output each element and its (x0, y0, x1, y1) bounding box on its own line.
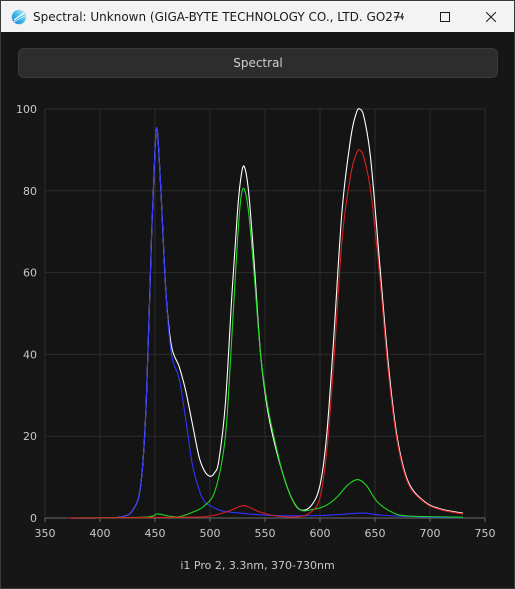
maximize-button[interactable] (422, 1, 468, 32)
y-tick-label: 0 (30, 512, 37, 525)
spectral-plot: 350 400 450 500 550 600 650 700 750 0 20 40 60 80 100 (16, 103, 496, 540)
x-tick-label: 450 (145, 527, 166, 540)
x-tick-label: 750 (475, 527, 496, 540)
green-spectrum-line (66, 187, 464, 519)
x-tick-label: 550 (255, 527, 276, 540)
minimize-icon (394, 16, 404, 17)
close-icon (486, 11, 496, 22)
y-tick-label: 40 (23, 348, 37, 361)
maximize-icon (440, 11, 450, 22)
spectral-app-icon (11, 9, 27, 24)
window-controls (376, 1, 514, 32)
y-tick-label: 80 (23, 185, 37, 198)
x-tick-label: 400 (90, 527, 111, 540)
spectral-chart: 350 400 450 500 550 600 650 700 750 0 20 40 60 80 100 (1, 32, 514, 588)
close-button[interactable] (468, 1, 514, 32)
x-tick-label: 600 (310, 527, 331, 540)
content-area: 350 400 450 500 550 600 650 700 750 0 20 40 60 80 100 … (1, 32, 514, 588)
minimize-button[interactable] (376, 1, 422, 32)
x-tick-label: 500 (200, 527, 221, 540)
window-title: Spectral: Unknown (GIGA-BYTE TECHNOLOGY … (33, 9, 403, 24)
y-tick-label: 100 (16, 103, 37, 116)
y-tick-label: 60 (23, 267, 37, 280)
instrument-caption: i1 Pro 2, 3.3nm, 370-730nm (180, 559, 335, 572)
spectral-header-button[interactable]: Spectral (18, 48, 498, 78)
x-tick-label: 650 (365, 527, 386, 540)
blue-spectrum-line (66, 127, 464, 519)
x-tick-label: 700 (420, 527, 441, 540)
x-tick-label: 350 (35, 527, 56, 540)
red-spectrum-line (66, 149, 464, 519)
title-bar[interactable]: Spectral: Unknown (GIGA-BYTE TECHNOLOGY … (1, 1, 514, 32)
y-tick-label: 20 (23, 430, 37, 443)
